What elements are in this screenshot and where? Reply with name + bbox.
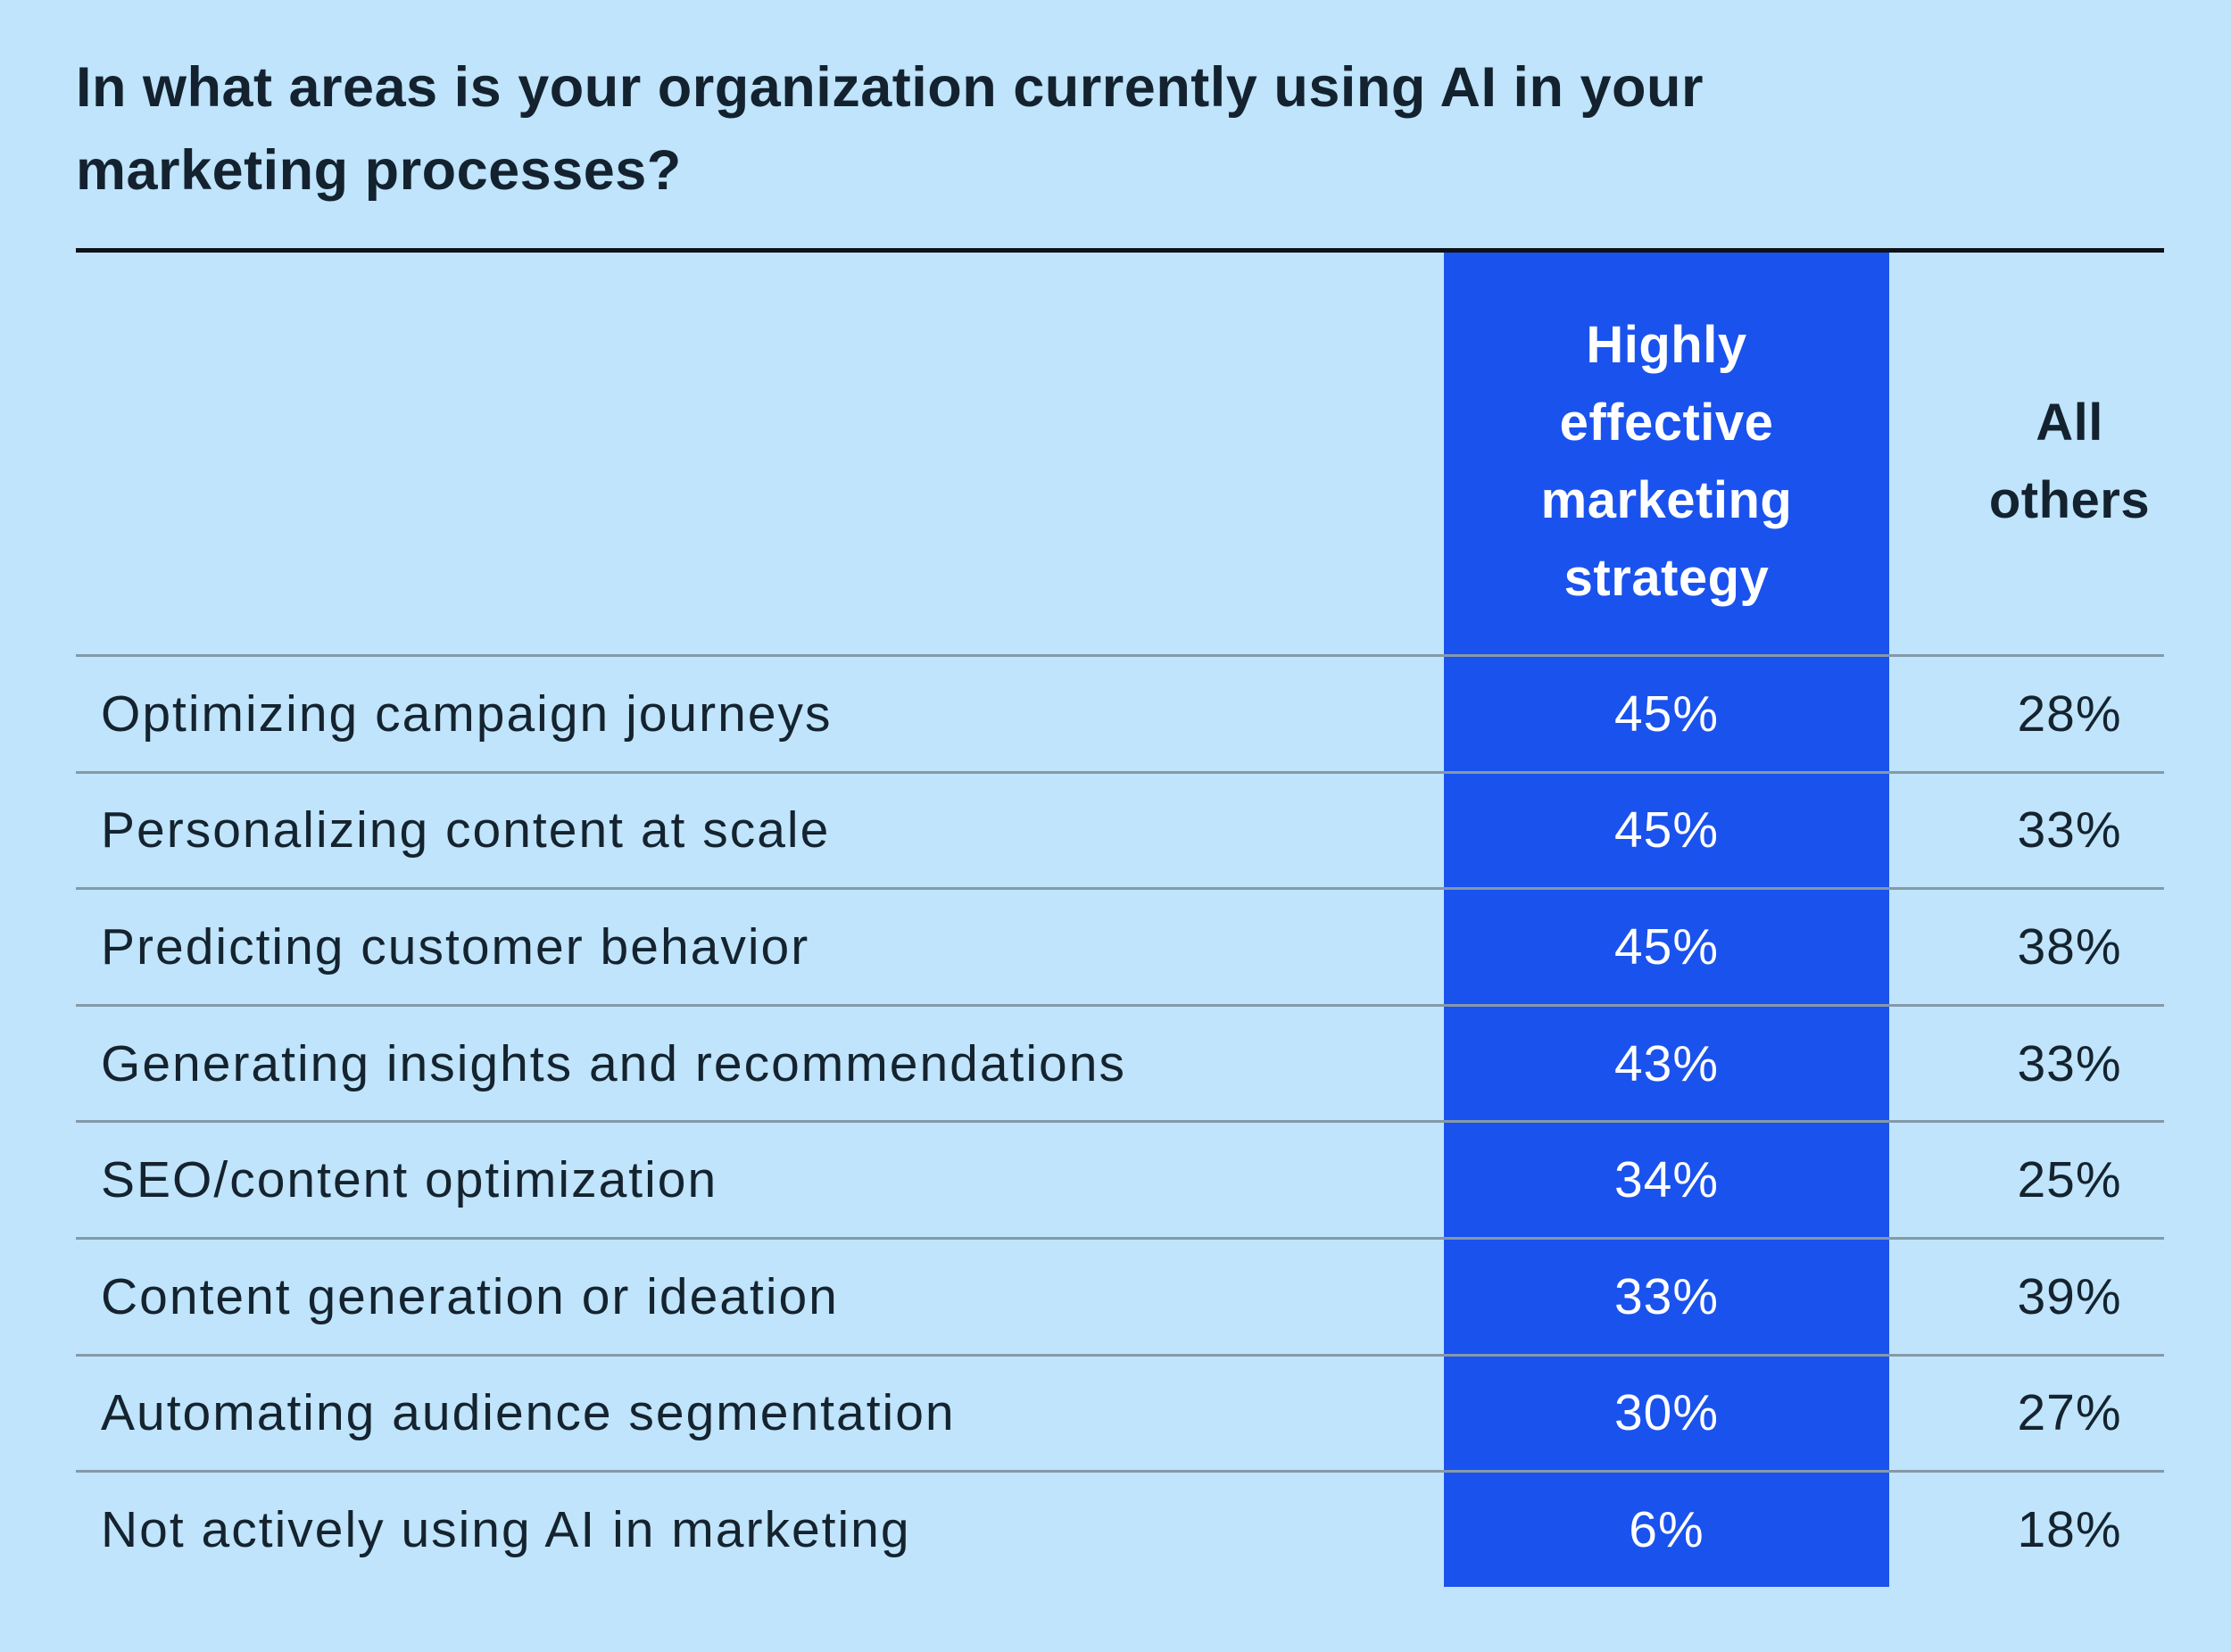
others-value: 33% bbox=[2017, 801, 2122, 859]
row-label-text: Predicting customer behavior bbox=[101, 917, 810, 975]
row-label-text: Not actively using AI in marketing bbox=[101, 1500, 911, 1558]
highlight-value: 34% bbox=[1613, 1151, 1720, 1209]
table-row-label: Not actively using AI in marketing bbox=[76, 1470, 1444, 1587]
table-cell-others: 33% bbox=[1889, 1003, 2164, 1121]
table-cell-others: 33% bbox=[1889, 770, 2164, 888]
table-cell-others: 38% bbox=[1889, 887, 2164, 1004]
others-value: 39% bbox=[2017, 1267, 2122, 1325]
column-header-highly-effective: Highly effective marketing strategy bbox=[1444, 253, 1889, 654]
row-label-text: Content generation or ideation bbox=[101, 1267, 839, 1325]
table-cell-others: 18% bbox=[1889, 1470, 2164, 1587]
highlight-value: 45% bbox=[1613, 917, 1720, 975]
table-cell-highlight: 45% bbox=[1444, 887, 1889, 1004]
table-cell-others: 28% bbox=[1889, 654, 2164, 771]
others-value: 25% bbox=[2017, 1151, 2122, 1209]
others-value: 18% bbox=[2017, 1500, 2122, 1558]
row-label-text: SEO/content optimization bbox=[101, 1151, 718, 1209]
others-value: 27% bbox=[2017, 1384, 2122, 1442]
highlight-value: 45% bbox=[1613, 685, 1720, 743]
table-cell-highlight: 33% bbox=[1444, 1236, 1889, 1354]
row-label-text: Optimizing campaign journeys bbox=[101, 685, 833, 743]
title-divider-rule bbox=[76, 248, 2164, 253]
column-header-all-others-label: All others bbox=[1988, 394, 2151, 529]
table-cell-highlight: 30% bbox=[1444, 1353, 1889, 1471]
table-row-label: Personalizing content at scale bbox=[76, 770, 1444, 888]
column-header-highly-effective-label: Highly effective marketing strategy bbox=[1540, 316, 1793, 607]
table-row-label: SEO/content optimization bbox=[76, 1120, 1444, 1237]
table-cell-highlight: 45% bbox=[1444, 654, 1889, 771]
row-label-text: Generating insights and recommendations bbox=[101, 1034, 1126, 1092]
highlight-value: 43% bbox=[1613, 1034, 1720, 1092]
title-line-1: In what areas is your organization curre… bbox=[76, 56, 1704, 119]
table-row-label: Optimizing campaign journeys bbox=[76, 654, 1444, 771]
row-label-text: Automating audience segmentation bbox=[101, 1384, 956, 1442]
table-cell-highlight: 34% bbox=[1444, 1120, 1889, 1237]
survey-results-table: Highly effective marketing strategy All … bbox=[76, 253, 2164, 1587]
table-row-label: Predicting customer behavior bbox=[76, 887, 1444, 1004]
table-cell-others: 27% bbox=[1889, 1353, 2164, 1471]
header-spacer-cell bbox=[76, 253, 1444, 654]
table-cell-highlight: 6% bbox=[1444, 1470, 1889, 1587]
table-cell-highlight: 45% bbox=[1444, 770, 1889, 888]
title-line-2: marketing processes? bbox=[76, 139, 682, 202]
table-cell-others: 25% bbox=[1889, 1120, 2164, 1237]
row-label-text: Personalizing content at scale bbox=[101, 801, 831, 859]
highlight-value: 33% bbox=[1613, 1267, 1720, 1325]
others-value: 33% bbox=[2017, 1034, 2122, 1092]
table-cell-highlight: 43% bbox=[1444, 1003, 1889, 1121]
others-value: 38% bbox=[2017, 917, 2122, 975]
table-cell-others: 39% bbox=[1889, 1236, 2164, 1354]
highlight-value: 45% bbox=[1613, 801, 1720, 859]
survey-question-title: In what areas is your organization curre… bbox=[76, 46, 2128, 212]
column-header-all-others: All others bbox=[1889, 253, 2164, 654]
others-value: 28% bbox=[2017, 685, 2122, 743]
table-row-label: Automating audience segmentation bbox=[76, 1353, 1444, 1471]
table-row-label: Generating insights and recommendations bbox=[76, 1003, 1444, 1121]
table-row-label: Content generation or ideation bbox=[76, 1236, 1444, 1354]
highlight-value: 30% bbox=[1613, 1384, 1720, 1442]
highlight-value: 6% bbox=[1629, 1500, 1704, 1558]
